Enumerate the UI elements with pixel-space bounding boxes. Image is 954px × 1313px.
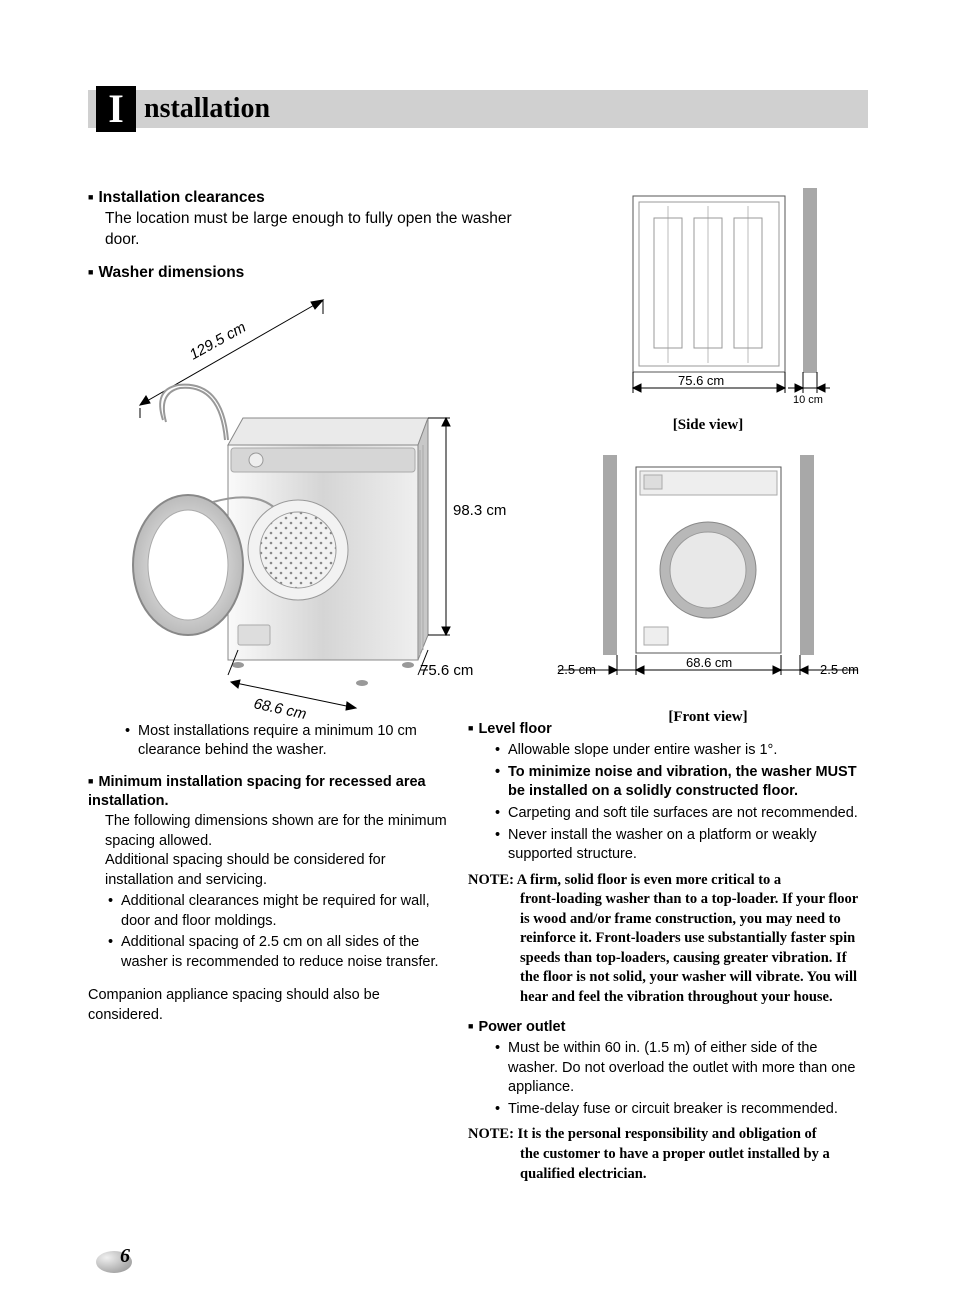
level-l4: Never install the washer on a platform o… [492,826,863,865]
side-gap-label: 10 cm [793,394,823,406]
depth-open-label: 129.5 cm [187,318,249,363]
power-head: Power outlet [468,1018,863,1038]
width-label: 75.6 cm [420,662,473,679]
level-l3: Carpeting and soft tile surfaces are not… [492,804,863,824]
min-p1: The following dimensions shown are for t… [88,812,448,851]
section-title-bar: I nstallation [88,90,868,128]
clearance-diagrams: 75.6 cm 10 cm [Side view] [548,188,868,708]
power-p1: Must be within 60 in. (1.5 m) of either … [492,1039,863,1098]
min-spacing-head: Minimum installation spacing for recesse… [88,773,448,812]
washer-iso-svg: 129.5 cm [88,290,518,720]
front-left-gap: 2.5 cm [557,662,596,677]
side-width-label: 75.6 cm [678,373,724,388]
page-content: I nstallation Installation clearances Th… [88,90,868,1184]
note-10cm: Most installations require a minimum 10 … [122,722,448,761]
front-view-svg: 2.5 cm 68.6 cm 2.5 cm [548,455,868,705]
content-body: Installation clearances The location mus… [88,188,868,1184]
note2-body: It is the personal responsibility and ob… [518,1126,817,1142]
right-lower-column: Level floor Allowable slope under entire… [468,720,863,1184]
side-view-label: [Side view] [548,415,868,435]
front-right-gap: 2.5 cm [820,662,859,677]
min-b2: Additional spacing of 2.5 cm on all side… [105,933,448,972]
note2-label: NOTE: [468,1126,514,1142]
clearances-heading: Installation clearances [88,188,528,209]
note1-label: NOTE: [468,872,517,888]
page-number-text: 6 [120,1245,130,1268]
washer-iso-diagram: 129.5 cm [88,290,528,720]
front-width: 68.6 cm [686,655,732,670]
washer-dims-heading: Washer dimensions [88,263,528,284]
min-b1: Additional clearances might be required … [105,892,448,931]
note-outlet: NOTE: It is the personal responsibility … [468,1125,863,1184]
depth-label: 68.6 cm [252,695,308,720]
clearances-text: The location must be large enough to ful… [88,209,528,251]
power-p2: Time-delay fuse or circuit breaker is re… [492,1100,863,1120]
note2-body-cont: the customer to have a proper outlet ins… [468,1145,863,1184]
min-p2: Additional spacing should be considered … [88,851,448,890]
level-l1: Allowable slope under entire washer is 1… [492,741,863,761]
height-label: 98.3 cm [453,502,506,519]
companion-text: Companion appliance spacing should also … [88,986,448,1025]
front-view-label: [Front view] [548,707,868,727]
title-initial: I [96,86,136,132]
side-view-svg: 75.6 cm 10 cm [558,188,858,413]
page-number: 6 [96,1251,132,1273]
note-floor: NOTE: A firm, solid floor is even more c… [468,871,863,1008]
note1-cont: front-loading washer than to a top-loade… [468,890,863,1007]
title-text: nstallation [144,93,270,125]
level-l2: To minimize noise and vibration, the was… [492,763,863,802]
left-lower-column: Most installations require a minimum 10 … [88,720,448,1184]
